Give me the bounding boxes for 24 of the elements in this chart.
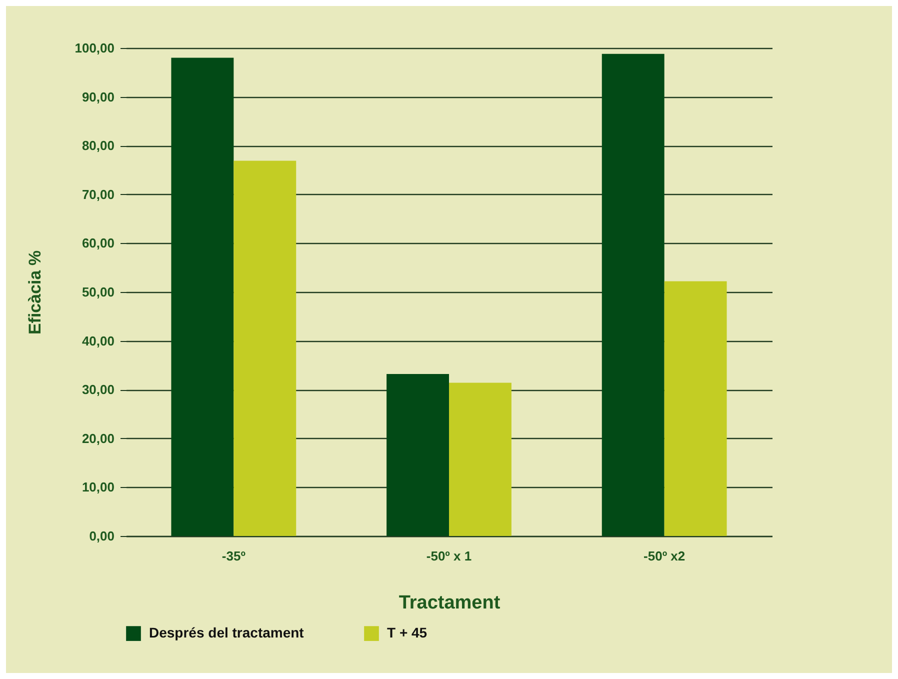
bar bbox=[386, 374, 449, 536]
bar bbox=[234, 160, 296, 536]
bar bbox=[664, 281, 727, 536]
y-tick-label: 80,00 bbox=[82, 138, 114, 154]
y-tick-label: 10,00 bbox=[82, 480, 114, 495]
y-tick-label: 40,00 bbox=[82, 333, 114, 348]
y-tick-label: 30,00 bbox=[82, 382, 114, 398]
y-tick-label: 50,00 bbox=[82, 284, 114, 300]
x-tick-label: -50º x 1 bbox=[426, 548, 472, 564]
y-axis-title: Eficàcia % bbox=[26, 250, 45, 335]
legend-label: Després del tractament bbox=[149, 624, 304, 641]
y-tick-label: 60,00 bbox=[82, 236, 114, 251]
y-tick-label: 90,00 bbox=[82, 89, 114, 104]
y-tick-label: 20,00 bbox=[82, 430, 114, 446]
bar bbox=[449, 382, 512, 536]
legend-label: T + 45 bbox=[387, 624, 428, 641]
x-axis-title: Tractament bbox=[398, 592, 501, 614]
y-tick-label: 100,00 bbox=[74, 40, 114, 56]
x-tick-label: -35º bbox=[222, 548, 246, 564]
y-tick-label: 0,00 bbox=[89, 528, 114, 544]
bar bbox=[602, 54, 664, 536]
y-tick-label: 70,00 bbox=[82, 186, 114, 202]
x-tick-label: -50º x2 bbox=[644, 548, 686, 564]
bar bbox=[171, 58, 234, 536]
